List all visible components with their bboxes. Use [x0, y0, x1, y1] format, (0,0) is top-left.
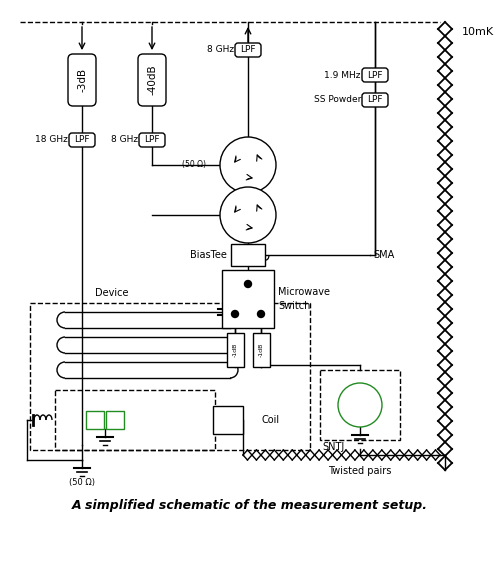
Text: LPF: LPF	[74, 136, 90, 145]
Text: A simplified schematic of the measurement setup.: A simplified schematic of the measuremen…	[72, 498, 428, 511]
FancyBboxPatch shape	[362, 93, 388, 107]
Text: -1dB: -1dB	[232, 343, 237, 357]
Bar	[55, 390, 215, 450]
Bar	[106, 411, 124, 429]
Text: 1.9 MHz: 1.9 MHz	[324, 70, 361, 79]
Circle shape	[244, 281, 252, 287]
Circle shape	[338, 383, 382, 427]
Circle shape	[258, 311, 264, 318]
Text: 8 GHz: 8 GHz	[207, 45, 234, 54]
FancyBboxPatch shape	[68, 54, 96, 106]
Text: Twisted pairs: Twisted pairs	[328, 466, 392, 476]
Text: SNTJ: SNTJ	[322, 442, 344, 452]
FancyBboxPatch shape	[235, 43, 261, 57]
Bar	[320, 370, 400, 440]
Bar	[86, 411, 104, 429]
FancyBboxPatch shape	[138, 54, 166, 106]
Text: BiasTee: BiasTee	[190, 250, 227, 260]
Text: 18 GHz: 18 GHz	[35, 136, 68, 145]
Text: -40dB: -40dB	[147, 65, 157, 95]
Text: LPF: LPF	[367, 70, 383, 79]
Text: Device: Device	[95, 288, 128, 298]
Text: 8 GHz: 8 GHz	[111, 136, 138, 145]
Circle shape	[220, 137, 276, 193]
Bar	[213, 406, 243, 434]
Text: (50 Ω): (50 Ω)	[69, 477, 95, 486]
Bar	[30, 303, 310, 450]
FancyBboxPatch shape	[139, 133, 165, 147]
Bar	[226, 333, 244, 367]
Text: Switch: Switch	[278, 301, 310, 311]
Bar	[252, 333, 270, 367]
FancyBboxPatch shape	[69, 133, 95, 147]
Circle shape	[232, 311, 238, 318]
FancyBboxPatch shape	[362, 68, 388, 82]
Text: LPF: LPF	[144, 136, 160, 145]
Text: (50 Ω): (50 Ω)	[182, 160, 206, 170]
Text: SS Powder: SS Powder	[314, 95, 361, 104]
Bar	[222, 270, 274, 328]
Bar	[231, 244, 265, 266]
Text: LPF: LPF	[367, 95, 383, 104]
Text: Microwave: Microwave	[278, 287, 330, 297]
Circle shape	[220, 187, 276, 243]
Text: LPF: LPF	[240, 45, 256, 54]
Text: -1dB: -1dB	[258, 343, 264, 357]
Text: -3dB: -3dB	[77, 68, 87, 92]
Text: SMA: SMA	[373, 250, 394, 260]
Text: Coil: Coil	[261, 415, 279, 425]
Text: 10mK: 10mK	[462, 27, 494, 37]
